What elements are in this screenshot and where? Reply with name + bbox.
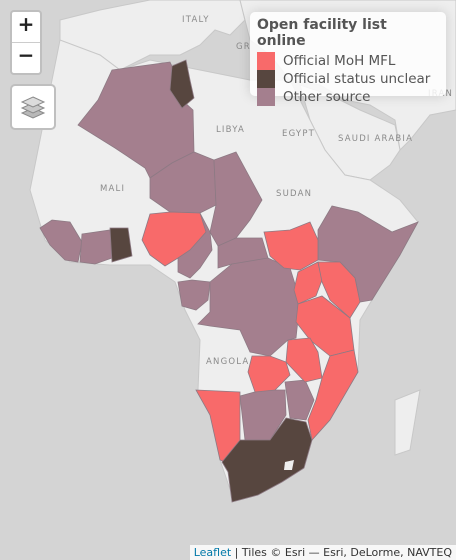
- legend-label: Official status unclear: [283, 71, 431, 87]
- label-libya: LIBYA: [216, 125, 245, 135]
- legend: Open facility list online Official MoH M…: [250, 12, 446, 106]
- country-kenya: [317, 261, 361, 319]
- layers-button[interactable]: [10, 84, 56, 130]
- label-angola: ANGOLA: [206, 357, 249, 367]
- status-unclear-countries[interactable]: [109, 59, 313, 503]
- attribution-text: | Tiles © Esri — Esri, DeLorme, NAVTEQ: [231, 546, 452, 559]
- label-greece: GR: [236, 42, 251, 52]
- leaflet-link[interactable]: Leaflet: [193, 546, 232, 559]
- official-moh-countries[interactable]: [141, 211, 361, 466]
- legend-swatch-other: [257, 88, 275, 106]
- layers-icon: [20, 96, 46, 119]
- zoom-control: + −: [10, 10, 42, 75]
- lesotho: [284, 460, 294, 470]
- country-cotedivoire: [79, 229, 113, 265]
- country-ghana: [109, 227, 133, 263]
- label-egypt: EGYPT: [282, 129, 315, 139]
- legend-label: Official MoH MFL: [283, 53, 396, 69]
- zoom-out-button[interactable]: −: [12, 42, 40, 73]
- attribution: Leaflet | Tiles © Esri — Esri, DeLorme, …: [189, 545, 456, 560]
- legend-label: Other source: [283, 89, 371, 105]
- legend-title: Open facility list online: [257, 17, 387, 49]
- country-south-africa: [221, 417, 313, 503]
- label-saudi: SAUDI ARABIA: [338, 134, 413, 144]
- label-italy: ITALY: [182, 15, 210, 25]
- country-nigeria: [141, 211, 207, 267]
- zoom-in-button[interactable]: +: [17, 12, 35, 36]
- legend-item: Official MoH MFL: [257, 52, 439, 70]
- country-drc: [197, 257, 301, 357]
- legend-item: Other source: [257, 88, 439, 106]
- country-tunisia: [169, 59, 195, 109]
- legend-swatch-unclear: [257, 70, 275, 88]
- other-source-countries[interactable]: [39, 61, 419, 441]
- label-sudan: SUDAN: [276, 189, 312, 199]
- legend-swatch-moh: [257, 52, 275, 70]
- legend-item: Official status unclear: [257, 70, 439, 88]
- label-mali: MALI: [100, 184, 125, 194]
- country-mozambique: [307, 349, 359, 441]
- country-south-sudan: [263, 221, 319, 271]
- country-mozambique-inner: [284, 379, 315, 421]
- country-gabon-congo: [177, 279, 211, 311]
- country-sierraleone-liberia: [39, 219, 83, 263]
- country-angola-south: [247, 355, 291, 393]
